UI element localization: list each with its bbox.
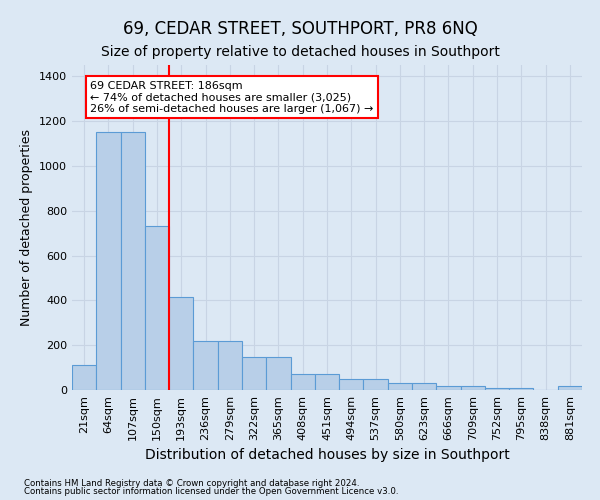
- Bar: [412, 383, 436, 390]
- Bar: [436, 386, 461, 390]
- Text: 69, CEDAR STREET, SOUTHPORT, PR8 6NQ: 69, CEDAR STREET, SOUTHPORT, PR8 6NQ: [122, 20, 478, 38]
- Bar: [193, 340, 218, 390]
- Bar: [121, 132, 145, 390]
- Text: 69 CEDAR STREET: 186sqm
← 74% of detached houses are smaller (3,025)
26% of semi: 69 CEDAR STREET: 186sqm ← 74% of detache…: [90, 80, 374, 114]
- Bar: [485, 388, 509, 390]
- Bar: [96, 132, 121, 390]
- Bar: [364, 379, 388, 390]
- Bar: [509, 388, 533, 390]
- Bar: [218, 340, 242, 390]
- Text: Contains HM Land Registry data © Crown copyright and database right 2024.: Contains HM Land Registry data © Crown c…: [24, 478, 359, 488]
- Bar: [290, 374, 315, 390]
- Bar: [266, 357, 290, 390]
- Bar: [145, 226, 169, 390]
- Bar: [72, 366, 96, 390]
- Bar: [315, 374, 339, 390]
- Y-axis label: Number of detached properties: Number of detached properties: [20, 129, 34, 326]
- Bar: [558, 386, 582, 390]
- Text: Contains public sector information licensed under the Open Government Licence v3: Contains public sector information licen…: [24, 487, 398, 496]
- Text: Size of property relative to detached houses in Southport: Size of property relative to detached ho…: [101, 45, 499, 59]
- Bar: [169, 297, 193, 390]
- Bar: [388, 383, 412, 390]
- Bar: [339, 379, 364, 390]
- Bar: [461, 386, 485, 390]
- X-axis label: Distribution of detached houses by size in Southport: Distribution of detached houses by size …: [145, 448, 509, 462]
- Bar: [242, 357, 266, 390]
